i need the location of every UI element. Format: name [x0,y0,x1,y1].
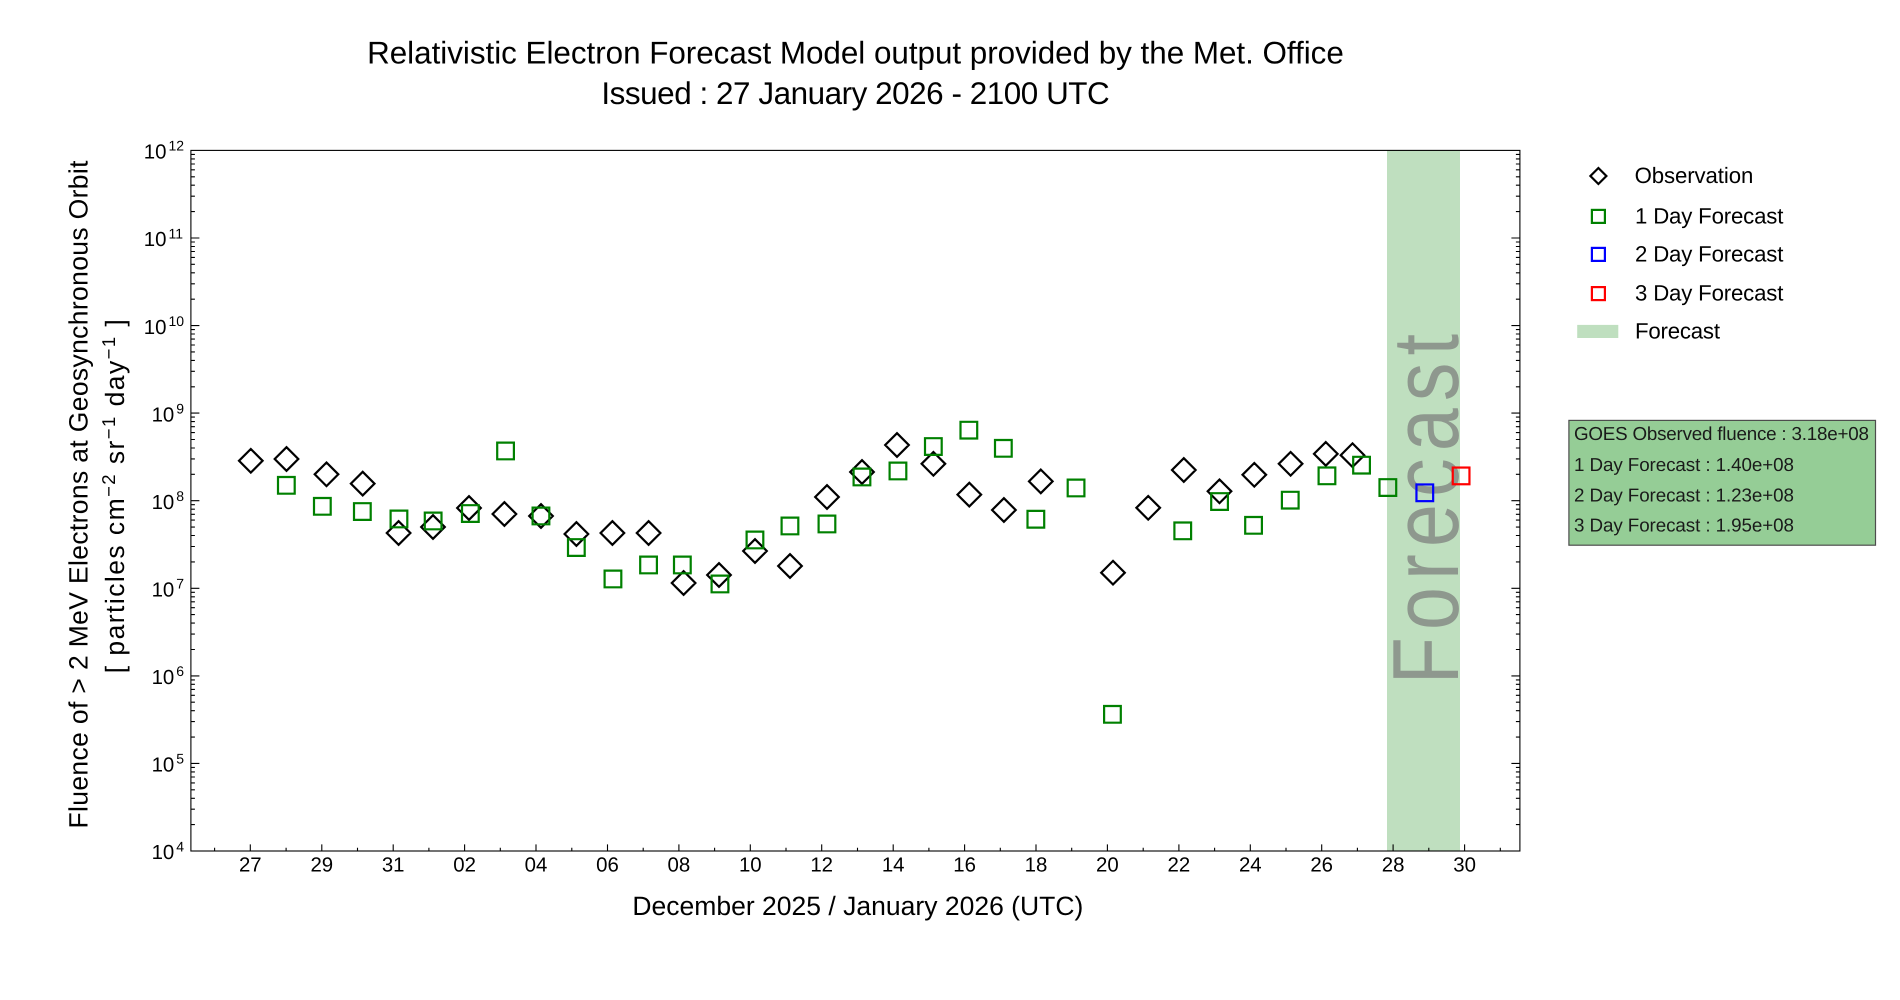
svg-text:3 Day Forecast : 1.95e+08: 3 Day Forecast : 1.95e+08 [1574,515,1794,536]
svg-text:Relativistic Electron Forecast: Relativistic Electron Forecast Model out… [367,36,1344,71]
svg-text:2 Day Forecast: 2 Day Forecast [1635,241,1783,266]
svg-text:24: 24 [1239,855,1262,877]
svg-text:GOES Observed fluence : 3.18e+: GOES Observed fluence : 3.18e+08 [1574,423,1869,444]
svg-text:26: 26 [1310,855,1333,877]
svg-text:06: 06 [596,855,619,877]
svg-text:14: 14 [882,855,905,877]
svg-text:27: 27 [239,855,262,877]
svg-text:10: 10 [739,855,762,877]
svg-text:Fluence of > 2 MeV Electrons a: Fluence of > 2 MeV Electrons at Geosynch… [64,160,94,829]
svg-text:Issued : 27 January 2026 - 210: Issued : 27 January 2026 - 2100 UTC [601,76,1109,111]
svg-text:02: 02 [453,855,476,877]
svg-text:30: 30 [1453,855,1476,877]
svg-text:Forecast: Forecast [1635,319,1720,344]
svg-text:20: 20 [1096,855,1119,877]
svg-text:Observation: Observation [1635,163,1754,188]
svg-text:28: 28 [1382,855,1405,877]
svg-text:3 Day Forecast: 3 Day Forecast [1635,281,1783,306]
svg-text:16: 16 [953,855,976,877]
svg-text:29: 29 [310,855,333,877]
svg-text:1 Day Forecast: 1 Day Forecast [1635,203,1783,228]
svg-text:12: 12 [810,855,833,877]
svg-text:Forecast: Forecast [1373,327,1478,685]
svg-text:December 2025 / January 2026 (: December 2025 / January 2026 (UTC) [632,891,1083,921]
svg-text:31: 31 [382,855,405,877]
svg-text:08: 08 [668,855,691,877]
svg-text:18: 18 [1025,855,1048,877]
svg-text:22: 22 [1168,855,1191,877]
svg-text:1 Day Forecast : 1.40e+08: 1 Day Forecast : 1.40e+08 [1574,454,1794,475]
svg-text:04: 04 [525,855,548,877]
svg-text:2 Day Forecast : 1.23e+08: 2 Day Forecast : 1.23e+08 [1574,484,1794,505]
